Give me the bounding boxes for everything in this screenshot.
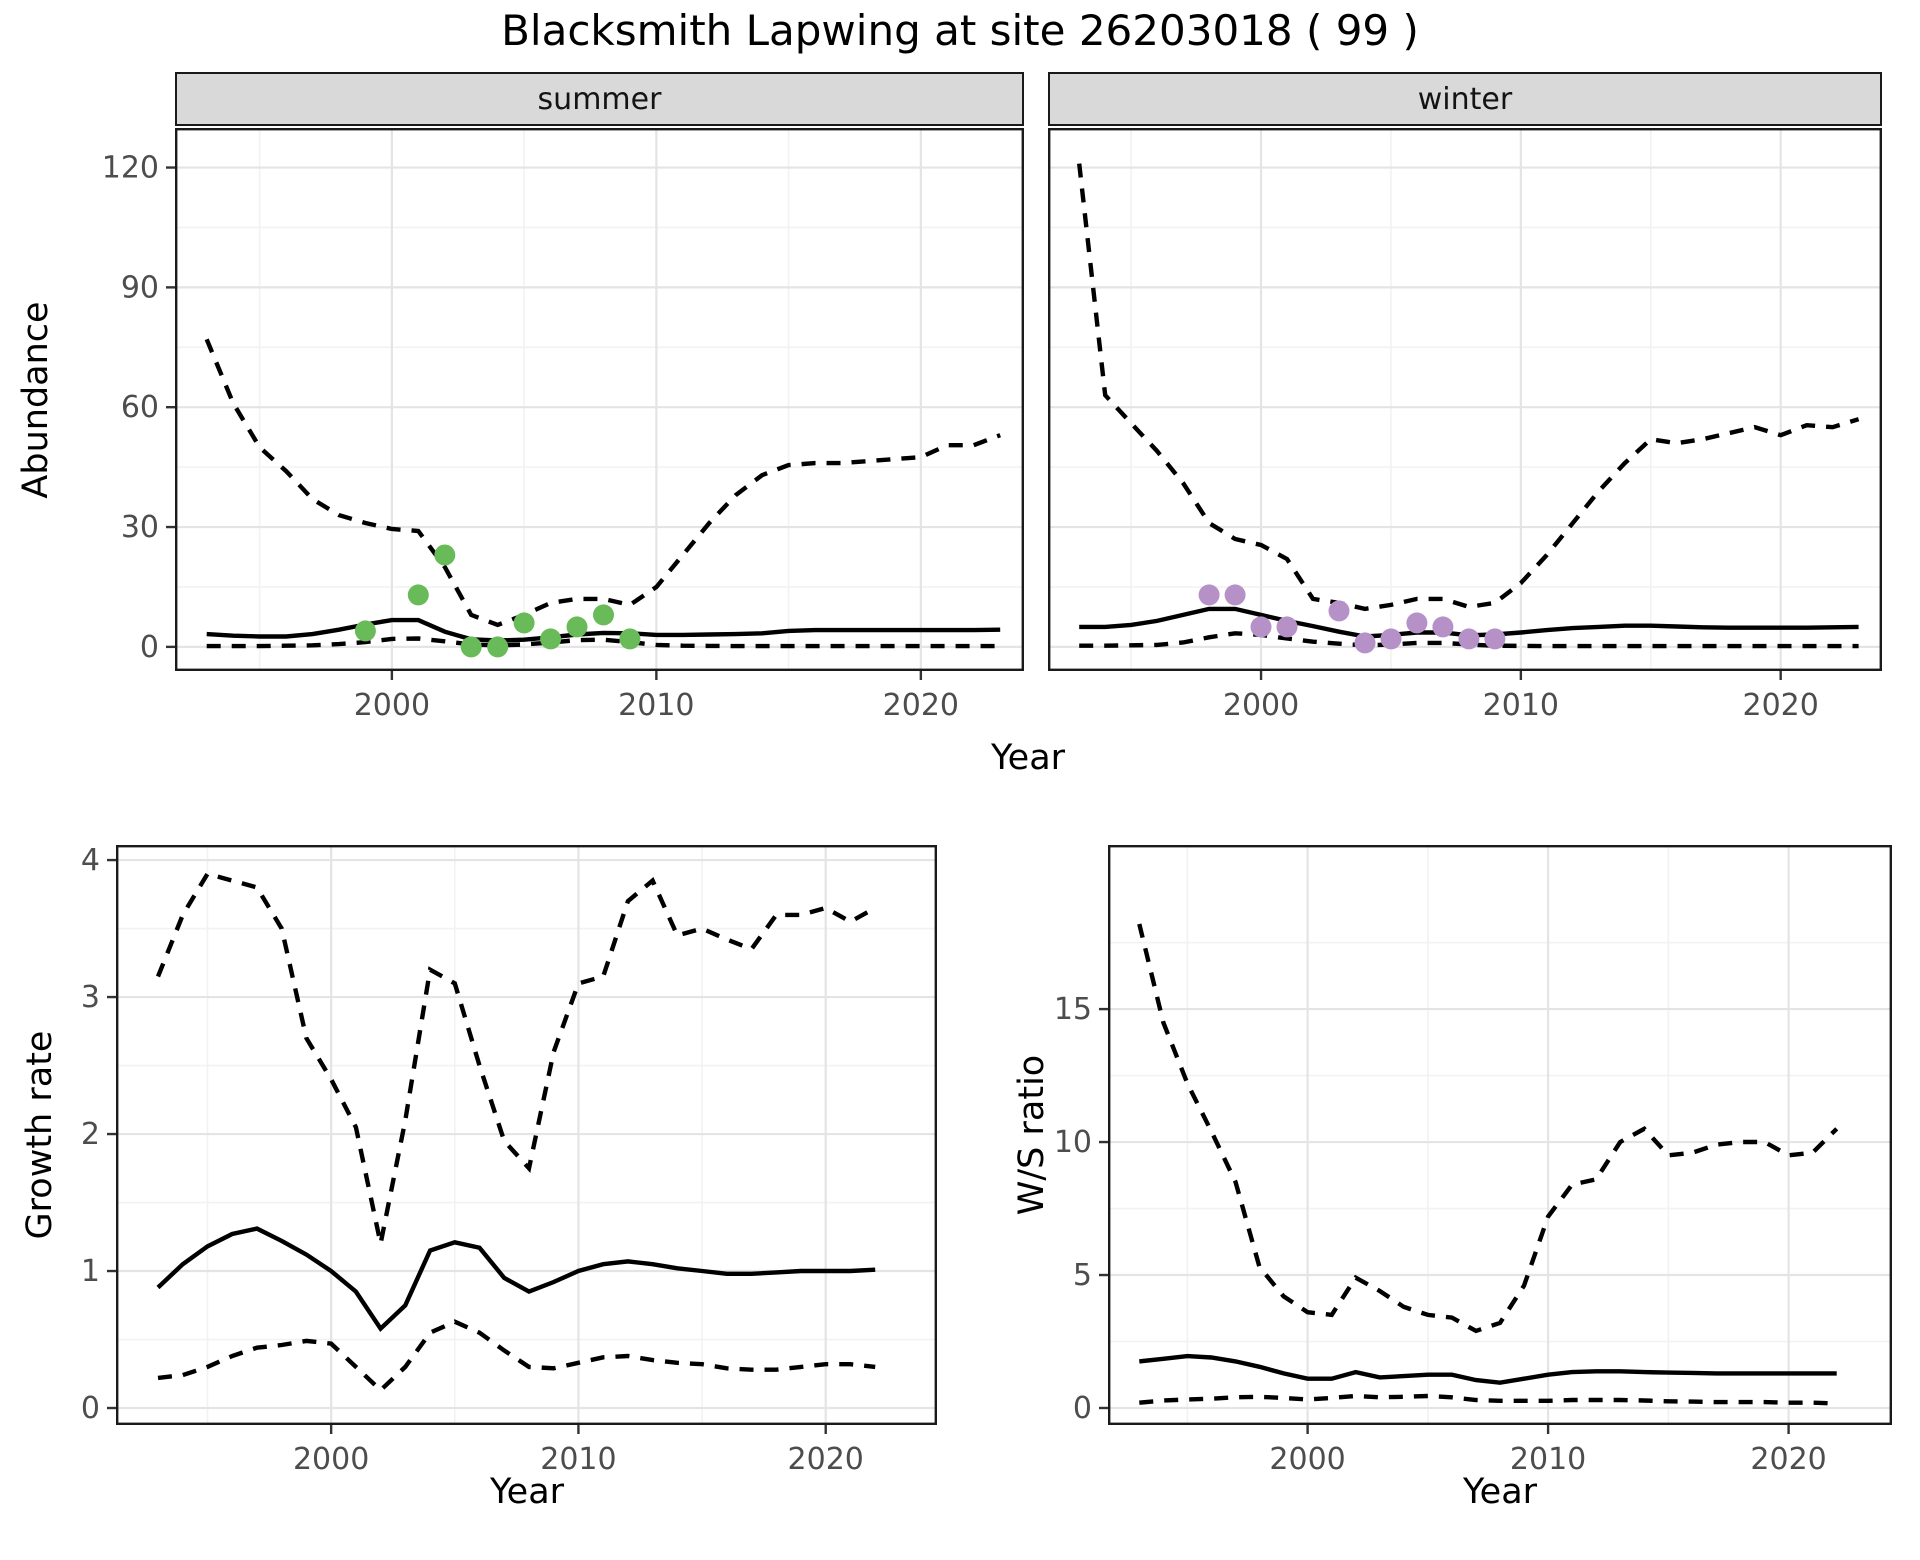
- series-upper_95ci: [1077, 163, 1860, 612]
- series-estimate: [206, 617, 1001, 643]
- svg-text:2000: 2000: [1269, 1442, 1345, 1477]
- observed-counts-winter-point: [1224, 584, 1246, 606]
- svg-text:10: 10: [1054, 1125, 1092, 1160]
- observed-counts-summer-point: [566, 616, 588, 638]
- observed-counts-summer-point: [513, 612, 535, 634]
- observed-counts-summer-point: [540, 628, 562, 650]
- svg-text:0: 0: [140, 630, 159, 665]
- observed-counts-summer-point: [460, 636, 482, 658]
- svg-text:2000: 2000: [1223, 688, 1299, 723]
- observed-counts-summer-point: [487, 636, 509, 658]
- svg-text:2000: 2000: [354, 688, 430, 723]
- observed-counts-summer-point: [593, 604, 614, 626]
- svg-text:2010: 2010: [540, 1442, 616, 1477]
- observed-counts-winter-point: [1484, 628, 1506, 650]
- series-upper_95ci: [1137, 923, 1839, 1334]
- facet-strip-winter-label: winter: [1417, 81, 1513, 117]
- summer-abundance-chart: 2000 2010 2020 0 30 60 90 120: [102, 128, 1024, 723]
- svg-text:4: 4: [81, 843, 100, 878]
- svg-text:2: 2: [81, 1117, 100, 1152]
- svg-text:60: 60: [121, 390, 159, 425]
- observed-counts-winter-point: [1380, 628, 1402, 650]
- facet-strip-summer: summer: [175, 72, 1024, 126]
- svg-text:0: 0: [81, 1391, 100, 1426]
- series-estimate: [156, 1226, 876, 1332]
- observed-counts-winter-point: [1198, 584, 1220, 606]
- svg-text:0: 0: [1073, 1391, 1092, 1426]
- observed-counts-summer-point: [354, 620, 376, 642]
- svg-text:2020: 2020: [1750, 1442, 1826, 1477]
- observed-counts-winter-point: [1354, 632, 1376, 654]
- series-estimate: [1139, 1353, 1837, 1385]
- svg-text:1: 1: [81, 1254, 100, 1289]
- ws-ratio-chart: 2000 2010 2020 0 5 10 15: [1054, 845, 1892, 1477]
- svg-text:120: 120: [102, 151, 159, 186]
- series-lower_95ci: [157, 1319, 876, 1394]
- svg-text:3: 3: [81, 980, 100, 1015]
- observed-counts-summer-point: [407, 584, 429, 606]
- svg-text:2010: 2010: [618, 688, 694, 723]
- facet-strip-winter: winter: [1048, 72, 1882, 126]
- facet-strip-summer-label: summer: [537, 81, 662, 117]
- series-lower_95ci: [1079, 631, 1859, 649]
- observed-counts-winter-point: [1458, 628, 1480, 650]
- observed-counts-winter-point: [1276, 616, 1298, 638]
- svg-text:2010: 2010: [1510, 1442, 1586, 1477]
- top-x-axis-label: Year: [990, 738, 1066, 778]
- series-lower_95ci: [206, 636, 1001, 649]
- svg-text:2000: 2000: [293, 1442, 369, 1477]
- growth-rate-x-axis-label: Year: [489, 1472, 565, 1512]
- svg-text:2020: 2020: [788, 1442, 864, 1477]
- ws-ratio-x-axis-label: Year: [1462, 1472, 1538, 1512]
- svg-text:15: 15: [1054, 992, 1092, 1027]
- observed-counts-summer-point: [434, 544, 456, 566]
- svg-text:2010: 2010: [1483, 688, 1559, 723]
- growth-rate-chart: 2000 2010 2020 0 1 2 3 4: [81, 843, 937, 1477]
- series-lower_95ci: [1139, 1393, 1837, 1406]
- svg-text:5: 5: [1073, 1258, 1092, 1293]
- svg-text:90: 90: [121, 270, 159, 305]
- svg-text:2020: 2020: [883, 688, 959, 723]
- series-upper_95ci: [204, 338, 1001, 628]
- series-upper_95ci: [155, 871, 877, 1245]
- observed-counts-winter-point: [1250, 616, 1272, 638]
- svg-text:2020: 2020: [1742, 688, 1818, 723]
- observed-counts-summer-point: [619, 628, 641, 650]
- svg-text:30: 30: [121, 510, 159, 545]
- observed-counts-winter-point: [1328, 600, 1350, 622]
- winter-abundance-chart: 2000 2010 2020: [1048, 128, 1882, 723]
- observed-counts-winter-point: [1406, 612, 1428, 634]
- growth-rate-y-axis-label: Growth rate: [20, 1030, 60, 1240]
- observed-counts-winter-point: [1432, 616, 1454, 638]
- abundance-y-axis-label: Abundance: [16, 301, 56, 499]
- page-title: Blacksmith Lapwing at site 26203018 ( 99…: [501, 6, 1419, 55]
- ws-ratio-y-axis-label: W/S ratio: [1012, 1054, 1052, 1216]
